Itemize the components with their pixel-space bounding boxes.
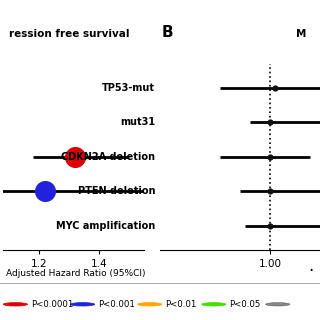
Text: P<0.001: P<0.001 xyxy=(98,300,135,309)
Text: PTEN deletion: PTEN deletion xyxy=(78,186,155,196)
Point xyxy=(268,120,273,125)
Point xyxy=(272,85,277,91)
Text: P<0.05: P<0.05 xyxy=(229,300,260,309)
Text: ression free survival: ression free survival xyxy=(9,28,129,39)
Text: Adjusted Hazard Ratio (95%CI): Adjusted Hazard Ratio (95%CI) xyxy=(6,269,146,278)
Text: P<0.0001: P<0.0001 xyxy=(31,300,73,309)
Circle shape xyxy=(70,303,95,306)
Text: CDKN2A deletion: CDKN2A deletion xyxy=(61,152,155,162)
Circle shape xyxy=(3,303,28,306)
Circle shape xyxy=(138,303,162,306)
Text: P<0.01: P<0.01 xyxy=(165,300,196,309)
Text: mut31: mut31 xyxy=(120,117,155,127)
Text: MYC amplification: MYC amplification xyxy=(56,220,155,230)
Point xyxy=(73,154,78,159)
Text: ·: · xyxy=(308,262,313,280)
Text: M: M xyxy=(296,28,306,39)
Point xyxy=(268,223,273,228)
Circle shape xyxy=(266,303,290,306)
Text: B: B xyxy=(162,25,173,40)
Circle shape xyxy=(202,303,226,306)
Point xyxy=(43,188,48,194)
Point xyxy=(268,154,273,159)
Point xyxy=(268,188,273,194)
Text: TP53-mut: TP53-mut xyxy=(102,83,155,93)
